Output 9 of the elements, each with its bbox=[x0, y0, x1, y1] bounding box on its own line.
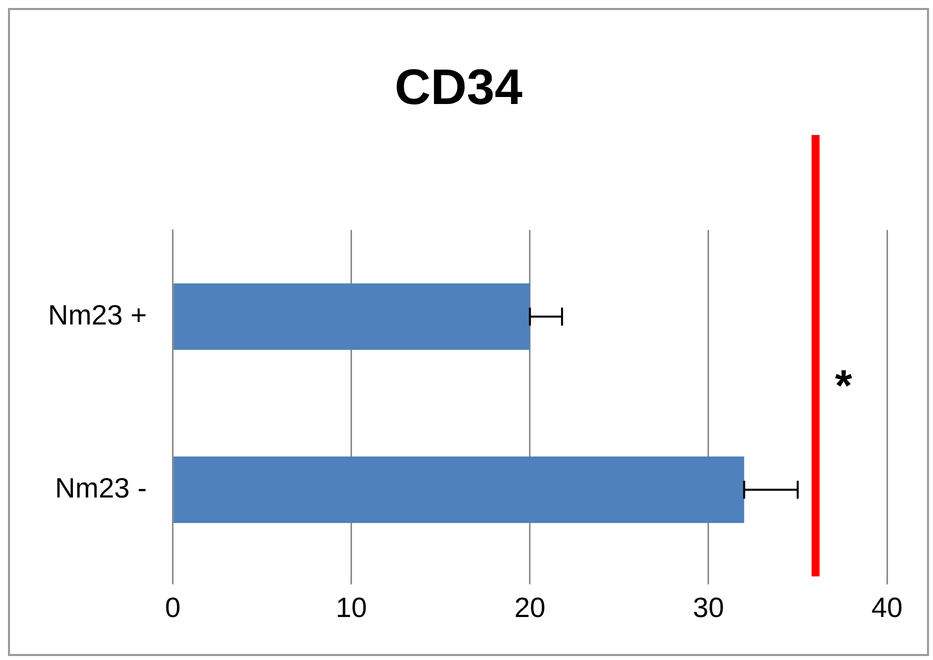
y-tick-label: Nm23 - bbox=[55, 472, 147, 504]
ref-line-label: * bbox=[835, 361, 854, 410]
x-tick-label: 0 bbox=[165, 592, 181, 623]
x-tick-label: 20 bbox=[514, 592, 546, 623]
x-tick-label: 40 bbox=[871, 592, 903, 623]
chart-title: CD34 bbox=[394, 58, 523, 115]
x-tick-label: 30 bbox=[692, 592, 724, 623]
x-tick-label: 10 bbox=[336, 592, 367, 623]
y-tick-label: Nm23 + bbox=[48, 299, 147, 330]
